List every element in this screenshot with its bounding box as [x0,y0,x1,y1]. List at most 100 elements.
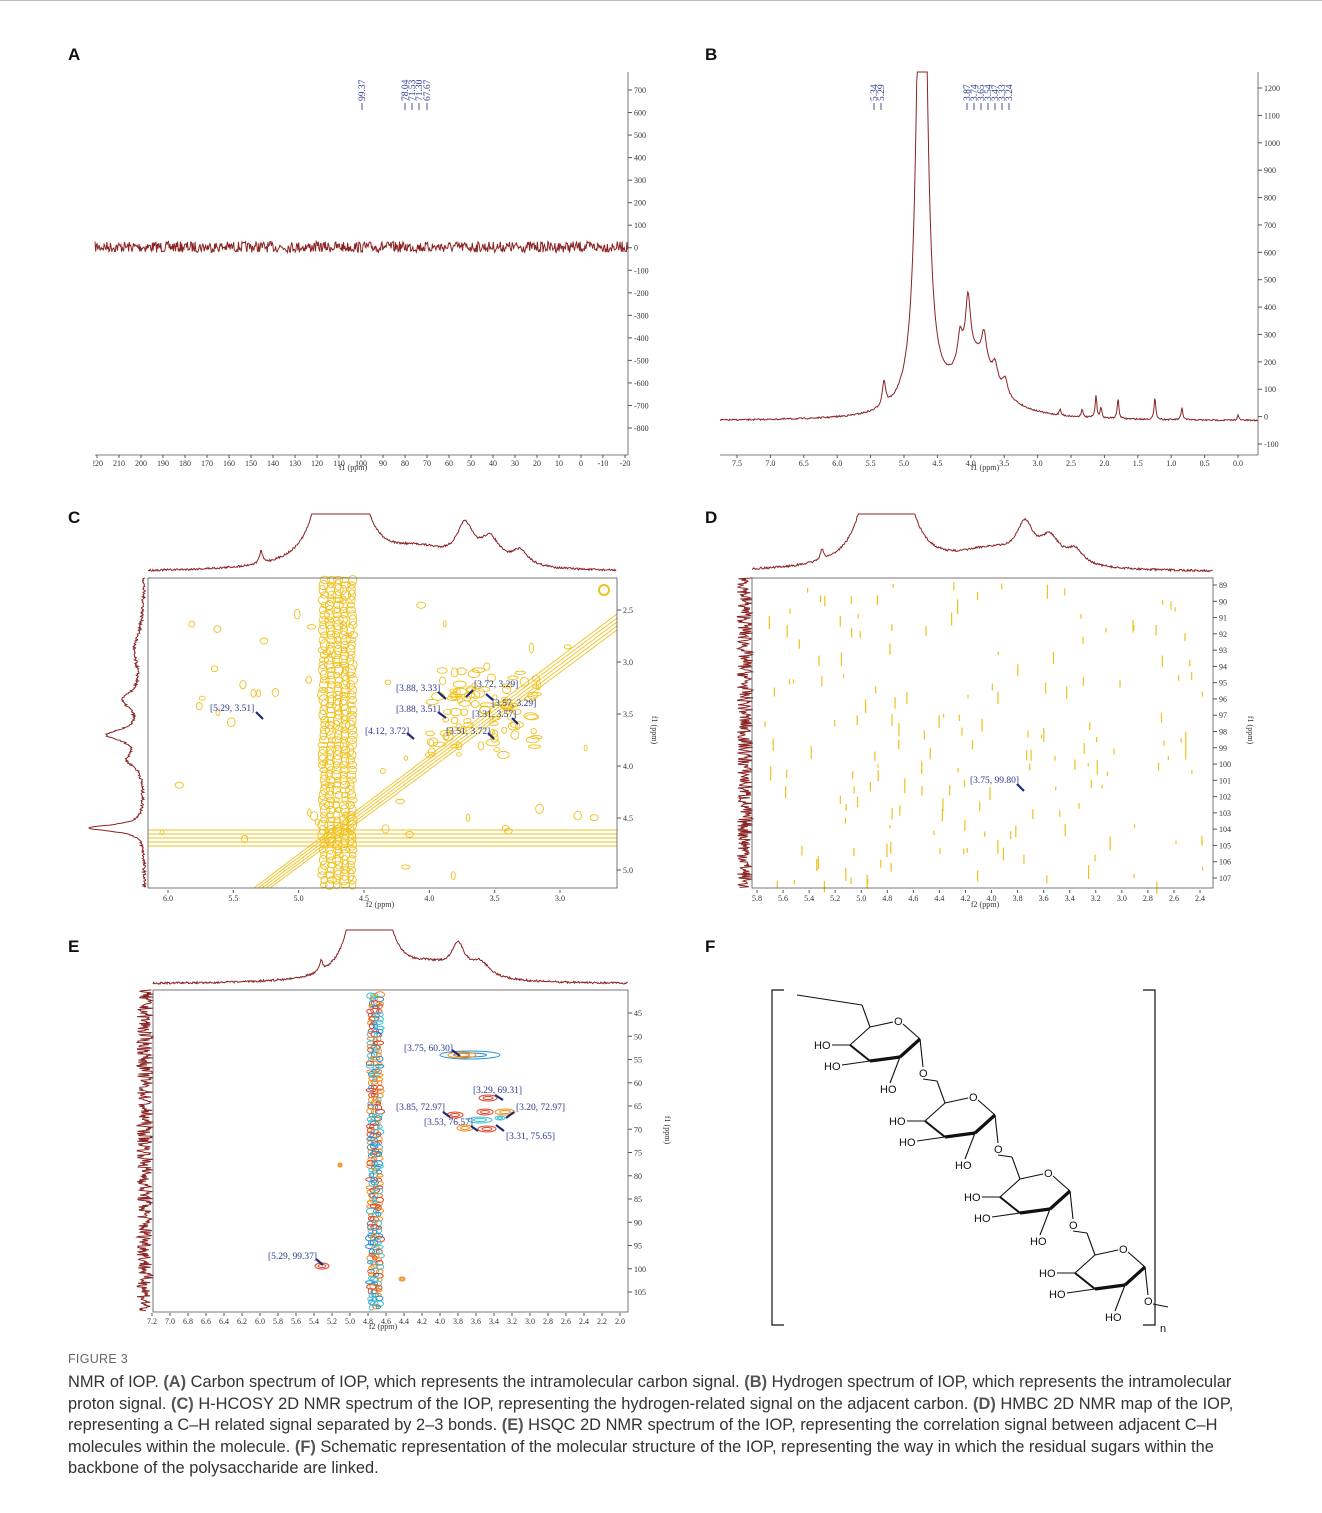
peak-label: [5.29, 99.37] [268,1252,317,1262]
contour [327,575,337,585]
contour [340,771,348,779]
contour [476,1108,494,1116]
y-tick-label: 2.5 [623,606,633,615]
contour [347,705,358,715]
x-tick-label: 6.0 [255,1317,265,1326]
y-tick-label: -700 [634,401,649,410]
contour [507,675,519,680]
contour [348,760,357,770]
oxygen-label: O [894,1016,903,1028]
y-tick-label: 45 [634,1009,642,1018]
contour [371,1292,379,1298]
caption-panel-text: HMBC 2D NMR map of the IOP, representing… [68,1394,1234,1435]
contour [375,1249,383,1255]
contour [332,875,341,885]
contour [319,784,331,796]
contour [375,1063,385,1069]
contour [326,681,337,689]
y-tick-label: 105 [634,1288,646,1297]
contour [369,1191,379,1199]
x-tick-label: 0.5 [1200,459,1210,468]
panel-letter: C [68,508,80,527]
y-tick-label: 4.0 [623,762,633,771]
contour [347,779,355,791]
contour [583,744,588,752]
hsqc-contours [314,991,516,1311]
contour [369,1283,380,1290]
contour [370,1263,379,1270]
contour [210,665,219,673]
contour [339,624,348,636]
contour [319,860,330,870]
y-tick-label: 75 [634,1149,642,1158]
contour [333,744,342,756]
contour [463,721,474,728]
contour [331,786,342,794]
contour [319,881,328,889]
y-tick-label: 500 [634,131,646,140]
contour [450,716,459,725]
peak-label: 78.04 [401,79,411,101]
y-tick-label: 1000 [1264,139,1280,148]
contour [325,720,335,730]
contour [347,631,358,639]
contour [374,1216,384,1222]
x-tick-label: 6.2 [237,1317,247,1326]
contour [371,1249,380,1254]
contour [305,676,313,684]
contour [347,869,355,881]
contour [318,616,330,624]
contour [319,804,330,816]
contour [374,1288,383,1293]
y-tick-label: -800 [634,424,649,433]
contour [375,1150,383,1158]
contour [450,667,459,678]
contour [477,741,485,751]
x-tick-label: 1.5 [1133,459,1143,468]
hydroxyl-label: HO [1030,1236,1047,1248]
contour [399,1277,405,1281]
contour [501,696,509,702]
contour [334,776,342,784]
contour [425,730,436,737]
contour [535,680,542,691]
spectrum-trace [751,513,1213,573]
contour [380,768,386,775]
contour [375,1244,384,1250]
bond [977,1099,996,1116]
contour [334,684,342,696]
contour [346,770,357,780]
repeat-label: n [1160,1323,1166,1335]
contour [535,803,544,814]
contour [347,730,358,740]
contour [333,816,342,824]
y-tick-label: 99 [1219,744,1227,753]
spectrum-trace [719,71,1258,422]
peak-label: [3.88, 3.51] [396,705,440,715]
y-tick-label: 0 [634,244,638,253]
caption-panel-text: Hydrogen spectrum of IOP, which represen… [68,1373,1232,1413]
contour [261,621,618,889]
contour [348,851,357,859]
contour [506,712,516,721]
contour [344,719,356,731]
bracket [771,989,784,1326]
x-tick-label: 130 [289,459,301,468]
plot-frame [147,577,618,889]
y-tick-label: 900 [1264,166,1276,175]
contour [346,790,357,800]
contour [467,669,481,679]
contour [375,1284,383,1291]
contour [326,816,336,824]
contour [174,781,184,789]
x-tick-label: 4.2 [960,894,970,903]
contour [341,665,349,675]
contour [442,731,454,742]
contour [239,680,247,690]
contour [532,684,540,689]
bond [1094,1249,1119,1256]
contour [213,625,222,633]
x-tick-label: 3.6 [1039,894,1049,903]
x-tick-label: 4.0 [435,1317,445,1326]
contour [341,811,350,819]
